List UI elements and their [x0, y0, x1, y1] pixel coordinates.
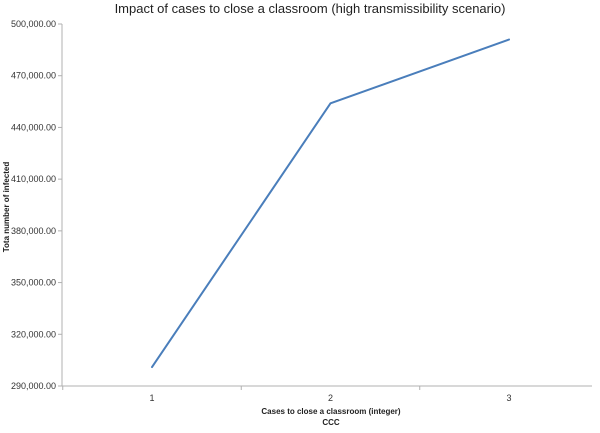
chart-title: Impact of cases to close a classroom (hi…: [115, 1, 506, 16]
series-line: [152, 40, 509, 368]
y-tick-label: 320,000.00: [11, 329, 56, 339]
y-tick-label: 380,000.00: [11, 226, 56, 236]
x-tick-label: 3: [506, 393, 511, 403]
series-layer: [152, 40, 509, 368]
y-tick-label: 350,000.00: [11, 278, 56, 288]
x-axis: 1 2 3: [62, 386, 592, 403]
y-tick-label: 440,000.00: [11, 122, 56, 132]
x-axis-subtitle: CCC: [322, 418, 340, 427]
y-axis: 290,000.00 320,000.00 350,000.00 380,000.00…: [11, 19, 62, 391]
y-axis-title: Tota number of infected: [2, 162, 11, 253]
x-tick-label: 2: [328, 393, 333, 403]
x-axis-title: Cases to close a classroom (integer): [261, 407, 401, 416]
y-tick-label: 500,000.00: [11, 19, 56, 29]
y-tick-label: 470,000.00: [11, 71, 56, 81]
y-tick-label: 410,000.00: [11, 174, 56, 184]
y-tick-label: 290,000.00: [11, 381, 56, 391]
x-tick-label: 1: [149, 393, 154, 403]
